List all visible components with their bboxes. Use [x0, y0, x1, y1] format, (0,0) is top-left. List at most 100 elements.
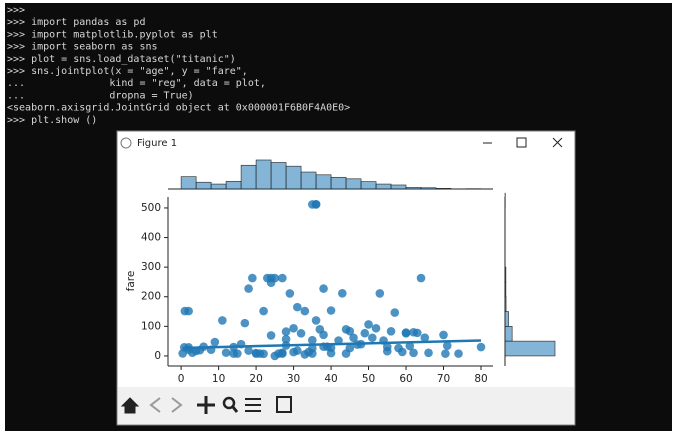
scatter-point: [382, 342, 392, 352]
scatter-point: [308, 335, 317, 345]
marginal-x-bar: [210, 183, 227, 190]
scatter-point: [300, 350, 310, 359]
y-tick-label: 100: [141, 320, 161, 332]
scatter-point: [420, 333, 430, 342]
terminal-line: >>> plot = sns.load_dataset("titanic"): [7, 54, 236, 65]
marginal-y-bar: [504, 266, 507, 283]
scatter-point: [367, 333, 377, 343]
scatter-point: [319, 284, 328, 293]
scatter-point: [233, 349, 242, 358]
marginal-x-bar: [315, 174, 332, 190]
scatter-point: [401, 329, 411, 338]
scatter-point: [244, 346, 253, 355]
scatter-point: [188, 348, 197, 357]
marginal-x-bar: [225, 180, 242, 190]
scatter-point: [405, 341, 415, 351]
scatter-point: [409, 348, 418, 358]
scatter-point: [278, 349, 287, 358]
x-tick-label: 60: [399, 373, 412, 385]
terminal-line: >>> import seaborn as sns: [7, 42, 158, 53]
scatter-point: [416, 273, 426, 283]
marginal-x-bar: [300, 171, 317, 190]
marginal-x-bar: [255, 159, 272, 190]
scatter-point: [390, 308, 400, 317]
forward-button[interactable]: [171, 397, 183, 413]
scatter-point: [278, 273, 287, 283]
marginal-y-bar: [504, 326, 513, 342]
x-tick-label: 0: [178, 373, 185, 385]
marginal-x-bar: [285, 165, 302, 190]
marginal-y-bar: [504, 311, 509, 327]
y-tick-label: 300: [141, 261, 161, 273]
scatter-point: [397, 347, 407, 357]
save-button[interactable]: [276, 396, 292, 413]
marginal-x-bar: [435, 188, 452, 190]
close-button[interactable]: [552, 137, 563, 148]
x-tick-label: 70: [437, 373, 450, 385]
scatter-point: [221, 348, 231, 357]
scatter-point: [266, 278, 276, 287]
scatter-point: [244, 284, 253, 293]
y-tick-label: 400: [141, 232, 161, 244]
marginal-y-bar: [504, 296, 507, 312]
scatter-point: [289, 347, 298, 357]
x-tick-label: 30: [287, 373, 300, 385]
scatter-point: [270, 351, 280, 361]
terminal-text: >>>>>> import pandas as pd>>> import mat…: [7, 5, 350, 126]
maximize-button[interactable]: [516, 137, 527, 148]
x-tick-label: 20: [249, 373, 262, 385]
scatter-point: [315, 324, 325, 334]
configure-button[interactable]: [245, 398, 261, 412]
back-button[interactable]: [149, 397, 161, 413]
marginal-x-bar: [360, 181, 377, 190]
marginal-x-bar: [375, 183, 392, 190]
x-tick-label: 40: [324, 373, 337, 385]
scatter-point: [281, 327, 291, 336]
y-tick-label: 0: [154, 350, 161, 362]
terminal-line: >>> import pandas as pd: [7, 17, 145, 28]
terminal-line: >>> sns.jointplot(x = "age", y = "fare",: [7, 66, 248, 77]
y-tick-label: 500: [141, 202, 161, 214]
scatter-point: [364, 320, 373, 329]
marginal-x-bar: [270, 162, 287, 190]
marginal-y-bar: [504, 281, 507, 298]
marginal-x-bar: [195, 181, 212, 190]
scatter-point: [289, 323, 298, 333]
scatter-point: [248, 273, 257, 283]
scatter-point: [240, 318, 250, 328]
scatter-point: [210, 337, 220, 347]
scatter-point: [386, 327, 396, 336]
scatter-point: [180, 306, 190, 316]
x-tick-label: 80: [474, 373, 487, 385]
terminal-line: <seaborn.axisgrid.JointGrid object at 0x…: [7, 103, 350, 114]
scatter-point: [293, 302, 302, 312]
scatter-point: [371, 323, 381, 333]
regression-line: [182, 339, 482, 350]
scatter-point: [311, 199, 321, 209]
terminal-line: ... kind = "reg", data = plot,: [7, 78, 266, 89]
terminal-line: >>>: [7, 5, 25, 16]
marginal-x-bar: [180, 176, 197, 190]
scatter-point: [341, 324, 351, 334]
marginal-x-bar: [240, 164, 257, 190]
plot: 0 10 20 30 40 50 60 70 80 0 100 200 300 400 500: [141, 159, 556, 385]
scatter-point: [311, 316, 321, 325]
scatter-point: [266, 331, 276, 340]
scatter-point: [341, 349, 351, 358]
scatter-point: [334, 336, 343, 345]
marginal-x-bar: [405, 187, 422, 190]
scatter-point: [442, 341, 452, 350]
scatter-point: [338, 289, 347, 298]
scatter-point: [375, 289, 385, 298]
scatter-point: [439, 330, 448, 340]
pan-button[interactable]: [197, 396, 215, 414]
scatter-point: [251, 348, 261, 358]
scatter-point: [454, 349, 463, 358]
home-button[interactable]: [120, 397, 140, 414]
scatter-point: [300, 306, 310, 316]
zoom-button[interactable]: [222, 396, 236, 410]
terminal-line: ... dropna = True): [7, 90, 194, 101]
window-icon: [120, 137, 132, 149]
